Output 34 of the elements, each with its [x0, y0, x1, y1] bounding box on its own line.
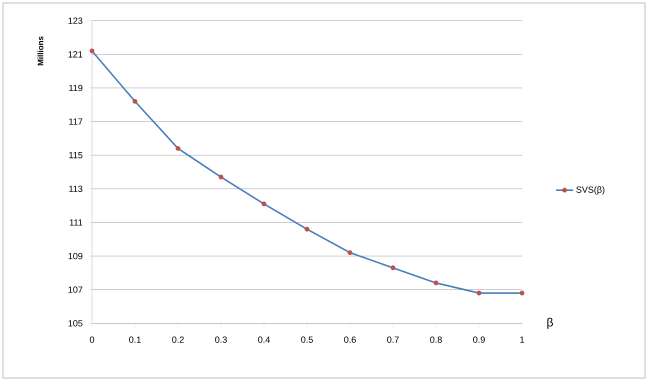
x-tick-label: 0.9 [473, 336, 485, 343]
point [90, 48, 94, 54]
y-tick-label: 123 [68, 18, 82, 24]
x-tick-label: 0.3 [215, 336, 227, 343]
y-tick-label: 107 [68, 286, 82, 293]
x-tick-label: 0.6 [344, 336, 356, 343]
y-tick-label: 105 [68, 320, 82, 326]
point [348, 250, 352, 256]
point [390, 265, 396, 270]
point [132, 98, 138, 104]
point [304, 226, 310, 232]
point [176, 146, 180, 151]
point [218, 174, 224, 180]
point [262, 202, 266, 206]
x-tick-label: 0.8 [430, 336, 442, 343]
y-tick-label: 117 [69, 118, 82, 125]
point [476, 290, 482, 296]
x-tick-label: 1 [520, 336, 524, 343]
x-tick-label: 0.1 [129, 336, 141, 343]
x-tick-label: 0.2 [172, 336, 184, 343]
point [434, 280, 438, 286]
y-tick-label: 111 [70, 219, 82, 226]
x-axis-title: β [547, 318, 553, 329]
x-tick-label: 0.4 [258, 336, 270, 343]
point [520, 290, 524, 296]
y-tick-label: 109 [68, 252, 82, 260]
y-tick-label: 121 [68, 51, 82, 58]
y-tick-label: 115 [69, 152, 82, 158]
x-tick-label: 0 [90, 336, 94, 343]
legend-label: SVS(β) [576, 186, 604, 195]
y-tick-label: 113 [69, 186, 82, 192]
x-tick-label: 0.7 [387, 336, 399, 343]
y-tick-label: 119 [69, 84, 82, 92]
x-tick-label: 0.5 [301, 336, 313, 343]
